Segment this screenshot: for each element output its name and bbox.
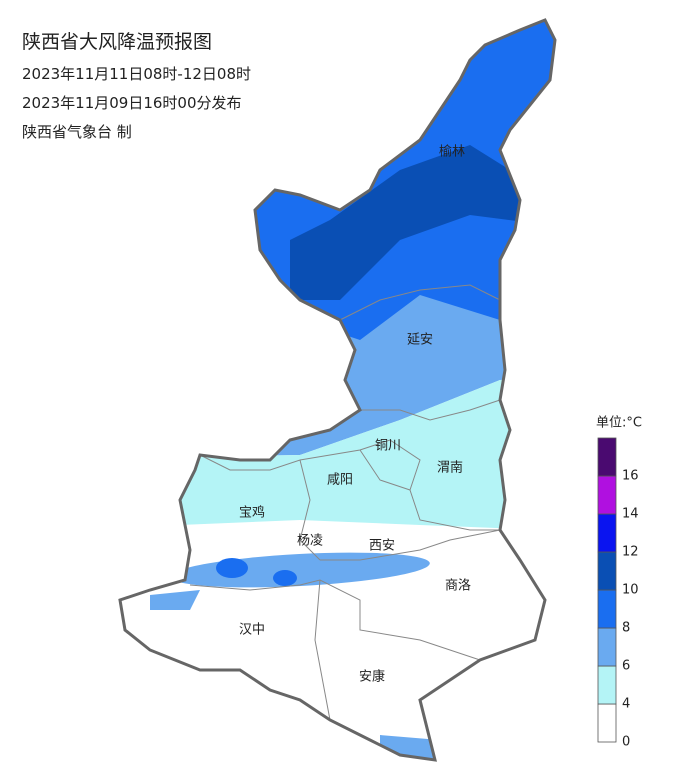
district-borders — [189, 284, 501, 721]
zone — [380, 735, 440, 760]
issue-time: 2023年11月09日16时00分发布 — [22, 94, 242, 112]
legend-swatch — [597, 437, 617, 477]
title: 陕西省大风降温预报图 — [22, 31, 212, 53]
legend-unit: 单位:°C — [596, 416, 642, 431]
border — [189, 579, 481, 661]
issuer: 陕西省气象台 制 — [22, 123, 132, 141]
zone — [216, 558, 248, 578]
city-label: 铜川 — [375, 439, 401, 454]
legend-swatch — [597, 589, 617, 629]
city-label: 安康 — [359, 669, 385, 685]
legend-tick-label: 12 — [622, 545, 639, 560]
legend-swatch — [597, 551, 617, 591]
city-label: 榆林 — [439, 145, 465, 160]
border — [320, 529, 501, 561]
border — [199, 454, 321, 561]
zone — [273, 570, 297, 586]
zone — [290, 145, 525, 300]
city-label: 商洛 — [445, 579, 471, 594]
legend-tick-label: 8 — [622, 621, 630, 636]
city-label: 咸阳 — [327, 473, 353, 488]
border — [299, 439, 500, 531]
legend-swatch — [597, 703, 617, 743]
valid-time: 2023年11月11日08时-12日08时 — [22, 65, 251, 83]
legend-swatch — [597, 627, 617, 667]
zone — [150, 590, 200, 610]
legend-tick-label: 10 — [622, 583, 639, 598]
zone — [120, 370, 555, 535]
city-label: 宝鸡 — [239, 505, 265, 521]
border — [360, 399, 501, 421]
border — [314, 579, 331, 721]
border — [359, 449, 411, 491]
legend-tick-label: 0 — [622, 735, 630, 750]
city-label: 西安 — [369, 539, 395, 554]
city-label: 延安 — [407, 333, 433, 348]
legend-swatch — [597, 475, 617, 515]
legend-swatch — [597, 513, 617, 553]
city-label: 渭南 — [437, 460, 463, 476]
legend-tick-label: 6 — [622, 659, 630, 674]
city-label: 杨凌 — [297, 534, 323, 549]
legend-tick-label: 16 — [622, 469, 639, 484]
legend-tick-label: 4 — [622, 697, 630, 712]
legend-tick-label: 14 — [622, 507, 639, 522]
legend-swatch — [597, 665, 617, 705]
legend: 0 4 6 8 10 12 14 16 — [597, 437, 639, 750]
city-label: 汉中 — [239, 623, 265, 638]
border — [339, 284, 501, 321]
